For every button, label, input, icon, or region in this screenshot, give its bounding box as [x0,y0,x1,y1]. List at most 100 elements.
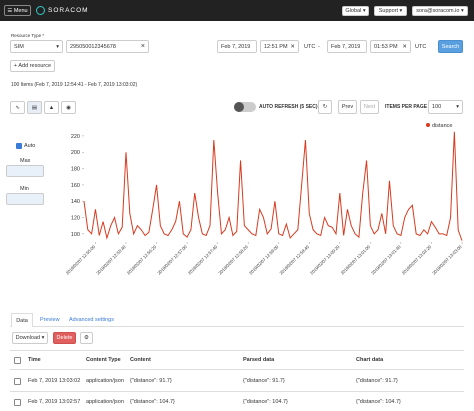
items-per-page-select[interactable]: 100 ▾ [428,100,463,114]
to-date-text: Feb 7, 2019 [331,43,361,50]
items-per-page: 100 [432,104,442,110]
row-checkbox[interactable] [14,378,21,385]
column-header: Time [28,357,41,363]
x-tick-label: 2019/02/07 13:01:00 [340,244,372,276]
cell: {"distance": 91.7} [356,378,398,384]
resource-type-label: Resource Type * [11,33,45,38]
data-line [83,131,463,241]
column-header: Content Type [86,357,121,363]
auto-checkbox[interactable] [16,143,22,149]
tab[interactable]: Preview [40,317,60,323]
y-tick-label: 100 [71,232,80,238]
logo: SORACOM [48,7,89,14]
prev-button[interactable]: Prev [338,100,357,114]
tab[interactable]: Advanced settings [69,317,114,323]
x-tick-label: 2019/02/07 13:01:40 [370,244,402,276]
clear-icon[interactable]: × [140,43,145,50]
resource-id-input[interactable]: 295050012345678 × [66,40,149,53]
to-time[interactable]: 01:53 PM ✕ [370,40,411,53]
refresh-button[interactable]: ↻ [318,100,332,114]
to-tz: UTC [415,44,427,50]
chart-type-map[interactable]: ◉ [61,101,76,114]
settings-button[interactable]: ⚙ [80,332,93,344]
x-tick-label: 2019/02/07 12:58:20 [217,244,249,276]
min-input[interactable] [6,193,44,205]
y-tick-label: 180 [71,167,80,173]
next-button[interactable]: Next [360,100,379,114]
menu-button[interactable]: ☰ Menu [4,5,31,16]
cell: application/json [86,378,124,384]
from-time-text: 12:51 PM [264,43,288,50]
search-button[interactable]: Search [438,40,463,53]
download-button[interactable]: Download ▾ [12,332,48,344]
delete-button[interactable]: Delete [53,332,76,344]
max-input[interactable] [6,165,44,177]
cell: {"distance": 91.7} [130,378,172,384]
menu-label: ☰ [7,7,14,14]
clear-icon[interactable]: ✕ [290,43,295,50]
column-header: Chart data [356,357,384,363]
row-border [10,391,464,392]
x-tick-label: 2019/02/07 12:55:40 [95,244,127,276]
user-button[interactable]: sora@soracom.io ▾ [412,6,468,16]
user-label: sora@soracom.io [416,8,460,14]
tab-border [10,326,464,327]
global-button[interactable]: Global ▾ [342,6,369,16]
y-tick-label: 140 [71,199,80,205]
global-label: Global [345,8,362,14]
chart-type-bar[interactable]: ▤ [27,101,42,114]
chart: 100 120 140 160 180 200 220 2019/02/07 12:55:00… [65,123,463,276]
tab-label: Data [16,317,28,324]
from-date[interactable]: Feb 7, 2019 [217,40,257,53]
x-tick-label: 2019/02/07 12:55:00 [65,244,97,276]
cell: {"distance": 91.7} [243,378,285,384]
x-tick-label: 2019/02/07 12:59:40 [279,244,311,276]
cell: {"distance": 104.7} [356,399,401,405]
chart-type-line[interactable]: ∿ [10,101,25,114]
cell: application/json [86,399,124,405]
cell: {"distance": 104.7} [130,399,175,405]
legend-swatch [426,123,430,127]
to-time-text: 01:53 PM [374,43,398,50]
resource-id: 295050012345678 [70,43,116,50]
x-tick-label: 2019/02/07 13:03:00 [431,244,463,276]
resource-type-select[interactable]: SIM ▾ [10,40,63,53]
summary: 100 Items (Feb 7, 2019 12:54:41 - Feb 7,… [11,82,138,88]
to-date[interactable]: Feb 7, 2019 [327,40,367,53]
legend-label: distance [432,123,453,129]
support-button[interactable]: Support ▾ [374,6,407,16]
x-tick-label: 2019/02/07 13:00:20 [309,244,341,276]
support-label: Support [378,8,398,14]
tab[interactable]: Data [11,313,33,327]
column-header: Content [130,357,151,363]
auto-label: Auto [24,143,36,149]
items-per-page-label: ITEMS PER PAGE [385,104,428,110]
select-all[interactable] [14,357,21,364]
logo-icon [36,6,45,15]
x-tick-label: 2019/02/07 12:57:40 [187,244,219,276]
x-tick-label: 2019/02/07 12:57:00 [156,244,188,276]
from-time[interactable]: 12:51 PM ✕ [260,40,299,53]
y-tick-label: 200 [71,150,80,156]
y-tick-label: 220 [71,134,80,140]
chart-type-area[interactable]: ▲ [44,101,59,114]
clear-icon[interactable]: ✕ [402,43,407,50]
add-resource-button[interactable]: + Add resource [10,60,55,72]
cell: Feb 7, 2019 13:03:02 [28,378,81,384]
from-date-text: Feb 7, 2019 [221,43,251,50]
row-border [10,369,464,370]
x-tick-label: 2019/02/07 12:56:20 [126,244,158,276]
caret: ▾ [456,104,459,110]
cell: Feb 7, 2019 13:02:57 [28,399,81,405]
auto-refresh-toggle[interactable] [234,102,256,112]
y-tick-label: 120 [71,216,80,222]
x-tick-label: 2019/02/07 12:59:00 [248,244,280,276]
cell: {"distance": 104.7} [243,399,288,405]
row-checkbox[interactable] [14,399,21,406]
menu-text: Menu [13,7,28,14]
table-border [10,350,464,351]
x-tick-label: 2019/02/07 13:02:20 [401,244,433,276]
separator: - [318,44,320,50]
auto-refresh-label: AUTO REFRESH (5 SEC) [259,104,318,110]
